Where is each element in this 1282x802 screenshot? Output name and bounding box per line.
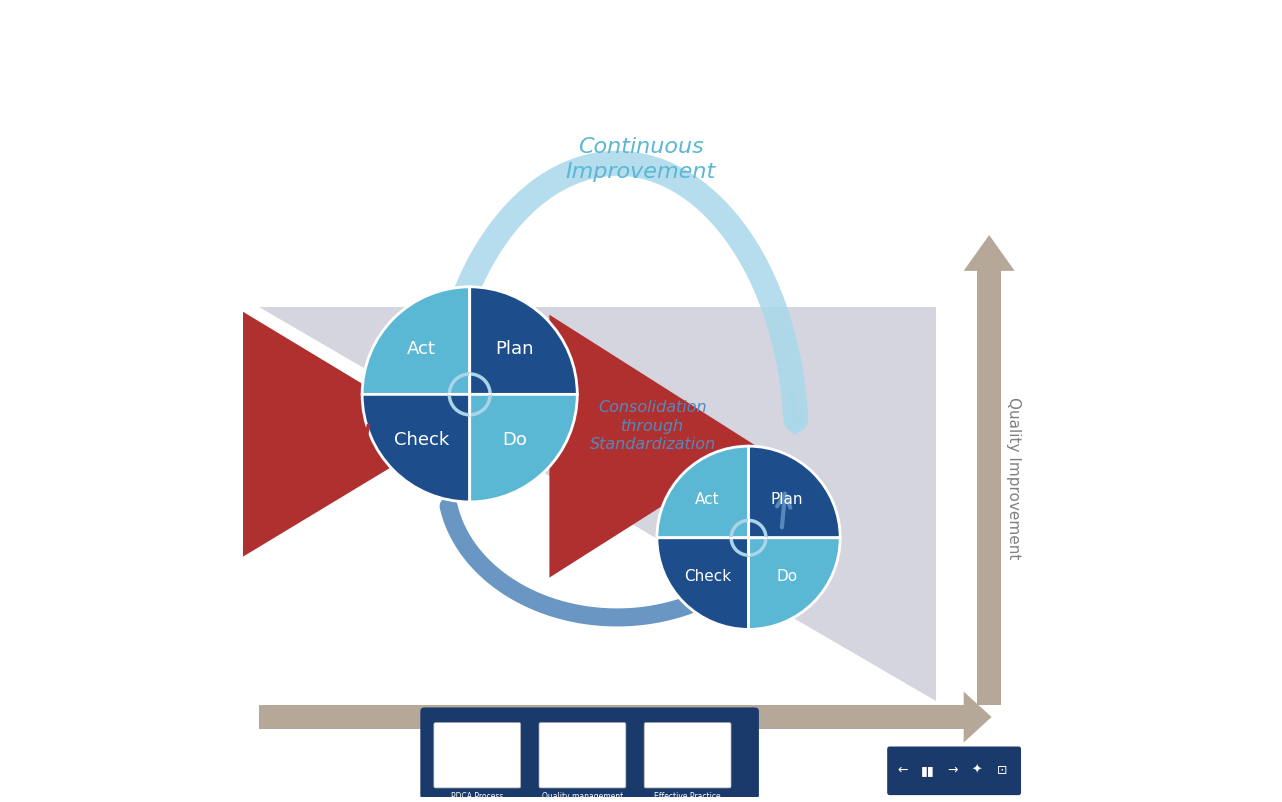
Polygon shape bbox=[964, 691, 991, 743]
Polygon shape bbox=[964, 235, 1014, 271]
Text: ⊡: ⊡ bbox=[996, 764, 1008, 777]
Wedge shape bbox=[656, 446, 749, 538]
Wedge shape bbox=[469, 287, 577, 395]
Text: Do: Do bbox=[777, 569, 797, 584]
Wedge shape bbox=[469, 395, 577, 502]
Text: Standard: Standard bbox=[263, 424, 370, 444]
Wedge shape bbox=[656, 538, 749, 630]
Wedge shape bbox=[749, 446, 840, 538]
Text: Standard: Standard bbox=[590, 436, 697, 456]
Text: ✦: ✦ bbox=[972, 764, 982, 777]
FancyBboxPatch shape bbox=[887, 747, 1020, 795]
Polygon shape bbox=[977, 267, 1001, 705]
Text: Check: Check bbox=[683, 569, 731, 584]
Polygon shape bbox=[550, 314, 756, 577]
Text: Plan: Plan bbox=[496, 340, 535, 358]
Text: Consolidation
through
Standardization: Consolidation through Standardization bbox=[590, 400, 717, 452]
Text: Plan: Plan bbox=[770, 492, 804, 507]
Wedge shape bbox=[362, 395, 469, 502]
Text: Act: Act bbox=[406, 340, 436, 358]
Text: Do: Do bbox=[503, 431, 527, 448]
Text: Quality management: Quality management bbox=[542, 792, 623, 801]
Polygon shape bbox=[235, 306, 446, 561]
Text: →: → bbox=[947, 764, 958, 777]
Text: PDCA Process: PDCA Process bbox=[451, 792, 504, 801]
Text: Act: Act bbox=[695, 492, 719, 507]
Text: Check: Check bbox=[394, 431, 449, 448]
Text: Quality Improvement: Quality Improvement bbox=[1006, 397, 1022, 559]
Wedge shape bbox=[749, 538, 840, 630]
FancyBboxPatch shape bbox=[433, 723, 520, 788]
Text: ←: ← bbox=[897, 764, 909, 777]
FancyBboxPatch shape bbox=[538, 723, 626, 788]
Text: Effective Practice: Effective Practice bbox=[654, 792, 720, 801]
FancyBboxPatch shape bbox=[644, 723, 731, 788]
Text: Continuous
Improvement: Continuous Improvement bbox=[565, 137, 717, 182]
Wedge shape bbox=[362, 287, 469, 395]
FancyBboxPatch shape bbox=[420, 707, 759, 799]
Text: ▮▮: ▮▮ bbox=[920, 764, 935, 777]
Polygon shape bbox=[259, 705, 964, 729]
Polygon shape bbox=[259, 306, 936, 701]
